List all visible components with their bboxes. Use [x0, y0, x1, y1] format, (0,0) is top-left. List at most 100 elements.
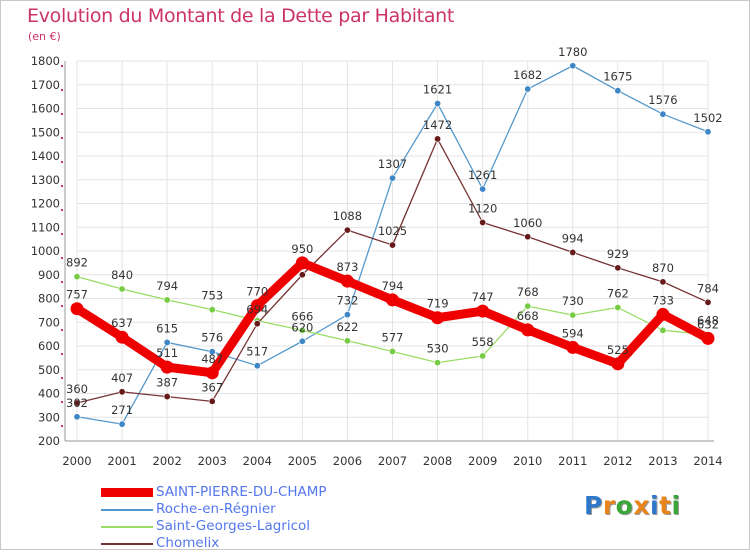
legend-label: Roche-en-Régnier — [156, 501, 276, 517]
data-label: 387 — [156, 376, 178, 390]
data-point — [704, 128, 712, 136]
x-tick-label: 2002 — [153, 454, 182, 468]
data-label: 360 — [66, 382, 88, 396]
data-label: 517 — [246, 345, 268, 359]
logo-letter: t — [659, 491, 672, 520]
data-label: 511 — [156, 346, 178, 360]
series-saint-georges-lagricol — [73, 273, 712, 367]
logo-letter: x — [633, 491, 650, 520]
axis-decoration — [61, 401, 63, 403]
data-label: 632 — [697, 317, 719, 331]
axis-decoration — [61, 377, 63, 379]
data-point — [343, 337, 351, 345]
data-label: 367 — [201, 380, 223, 394]
legend-swatch — [101, 526, 153, 528]
data-point — [521, 323, 535, 337]
data-point — [659, 326, 667, 334]
data-point — [656, 307, 670, 321]
data-label: 719 — [427, 297, 449, 311]
data-label: 757 — [66, 288, 88, 302]
data-point — [118, 388, 126, 396]
y-axis-unit: (en €) — [28, 30, 61, 43]
data-label: 1621 — [423, 83, 452, 97]
data-point — [614, 304, 622, 312]
data-label: 1675 — [603, 70, 632, 84]
data-point — [479, 352, 487, 360]
data-point — [614, 264, 622, 272]
data-point — [343, 311, 351, 319]
data-label: 648 — [697, 314, 719, 328]
y-tick-label: 600 — [38, 339, 60, 353]
data-point — [569, 248, 577, 256]
data-label: 732 — [336, 294, 358, 308]
data-point — [298, 271, 306, 279]
data-point — [298, 326, 306, 334]
logo-letter: P — [584, 491, 603, 520]
data-point — [704, 298, 712, 306]
data-label: 1472 — [423, 118, 452, 132]
data-label: 271 — [111, 403, 133, 417]
data-point — [524, 233, 532, 241]
data-point — [659, 110, 667, 118]
data-point — [476, 304, 490, 318]
data-label: 525 — [607, 343, 629, 357]
y-tick-label: 900 — [38, 268, 60, 282]
legend-label: SAINT-PIERRE-DU-CHAMP — [156, 484, 327, 500]
data-point — [118, 420, 126, 428]
y-tick-label: 1000 — [31, 244, 60, 258]
y-tick-label: 300 — [38, 410, 60, 424]
x-tick-label: 2008 — [423, 454, 452, 468]
data-label: 753 — [201, 289, 223, 303]
x-tick-label: 2000 — [62, 454, 91, 468]
data-label: 747 — [472, 290, 494, 304]
x-tick-label: 2007 — [378, 454, 407, 468]
y-tick-label: 1300 — [31, 173, 60, 187]
data-label: 694 — [246, 303, 268, 317]
data-point — [386, 293, 399, 307]
x-tick-label: 2012 — [603, 454, 632, 468]
logo-letter: i — [650, 491, 660, 520]
data-point — [659, 278, 667, 286]
legend-item: Saint-Georges-Lagricol — [101, 518, 421, 535]
data-point — [205, 366, 219, 380]
data-label: 840 — [111, 268, 133, 282]
data-label: 668 — [517, 309, 539, 323]
data-point — [73, 413, 81, 421]
data-label: 929 — [607, 247, 629, 261]
series-roche-en-r-gnier — [73, 62, 712, 428]
data-point — [163, 338, 171, 346]
data-label: 794 — [156, 279, 178, 293]
data-label: 1682 — [513, 68, 542, 82]
y-tick-label: 1800 — [31, 54, 60, 68]
y-tick-label: 1700 — [31, 78, 60, 92]
data-label: 620 — [291, 320, 313, 334]
x-tick-label: 2003 — [198, 454, 227, 468]
proxiti-logo: Proxiti — [584, 491, 681, 520]
data-point — [160, 360, 174, 374]
data-label: 615 — [156, 321, 178, 335]
axis-decoration — [61, 305, 63, 307]
axis-decoration — [61, 65, 63, 67]
data-label: 892 — [66, 256, 88, 270]
x-tick-label: 2009 — [468, 454, 497, 468]
data-point — [611, 357, 625, 371]
data-point — [298, 337, 306, 345]
data-label: 730 — [562, 294, 584, 308]
data-label: 1576 — [648, 93, 677, 107]
chart-title: Evolution du Montant de la Dette par Hab… — [27, 5, 455, 27]
data-label: 302 — [66, 396, 88, 410]
legend-swatch — [101, 488, 153, 497]
data-label: 873 — [336, 260, 358, 274]
axis-decoration — [61, 161, 63, 163]
y-tick-label: 1100 — [31, 220, 60, 234]
data-point — [163, 393, 171, 401]
axis-decoration — [61, 353, 63, 355]
data-point — [524, 85, 532, 93]
axis-decoration — [61, 329, 63, 331]
data-label: 950 — [291, 242, 313, 256]
data-label: 622 — [336, 320, 358, 334]
y-tick-label: 1600 — [31, 102, 60, 116]
legend-swatch — [101, 543, 153, 545]
data-label: 666 — [291, 309, 313, 323]
